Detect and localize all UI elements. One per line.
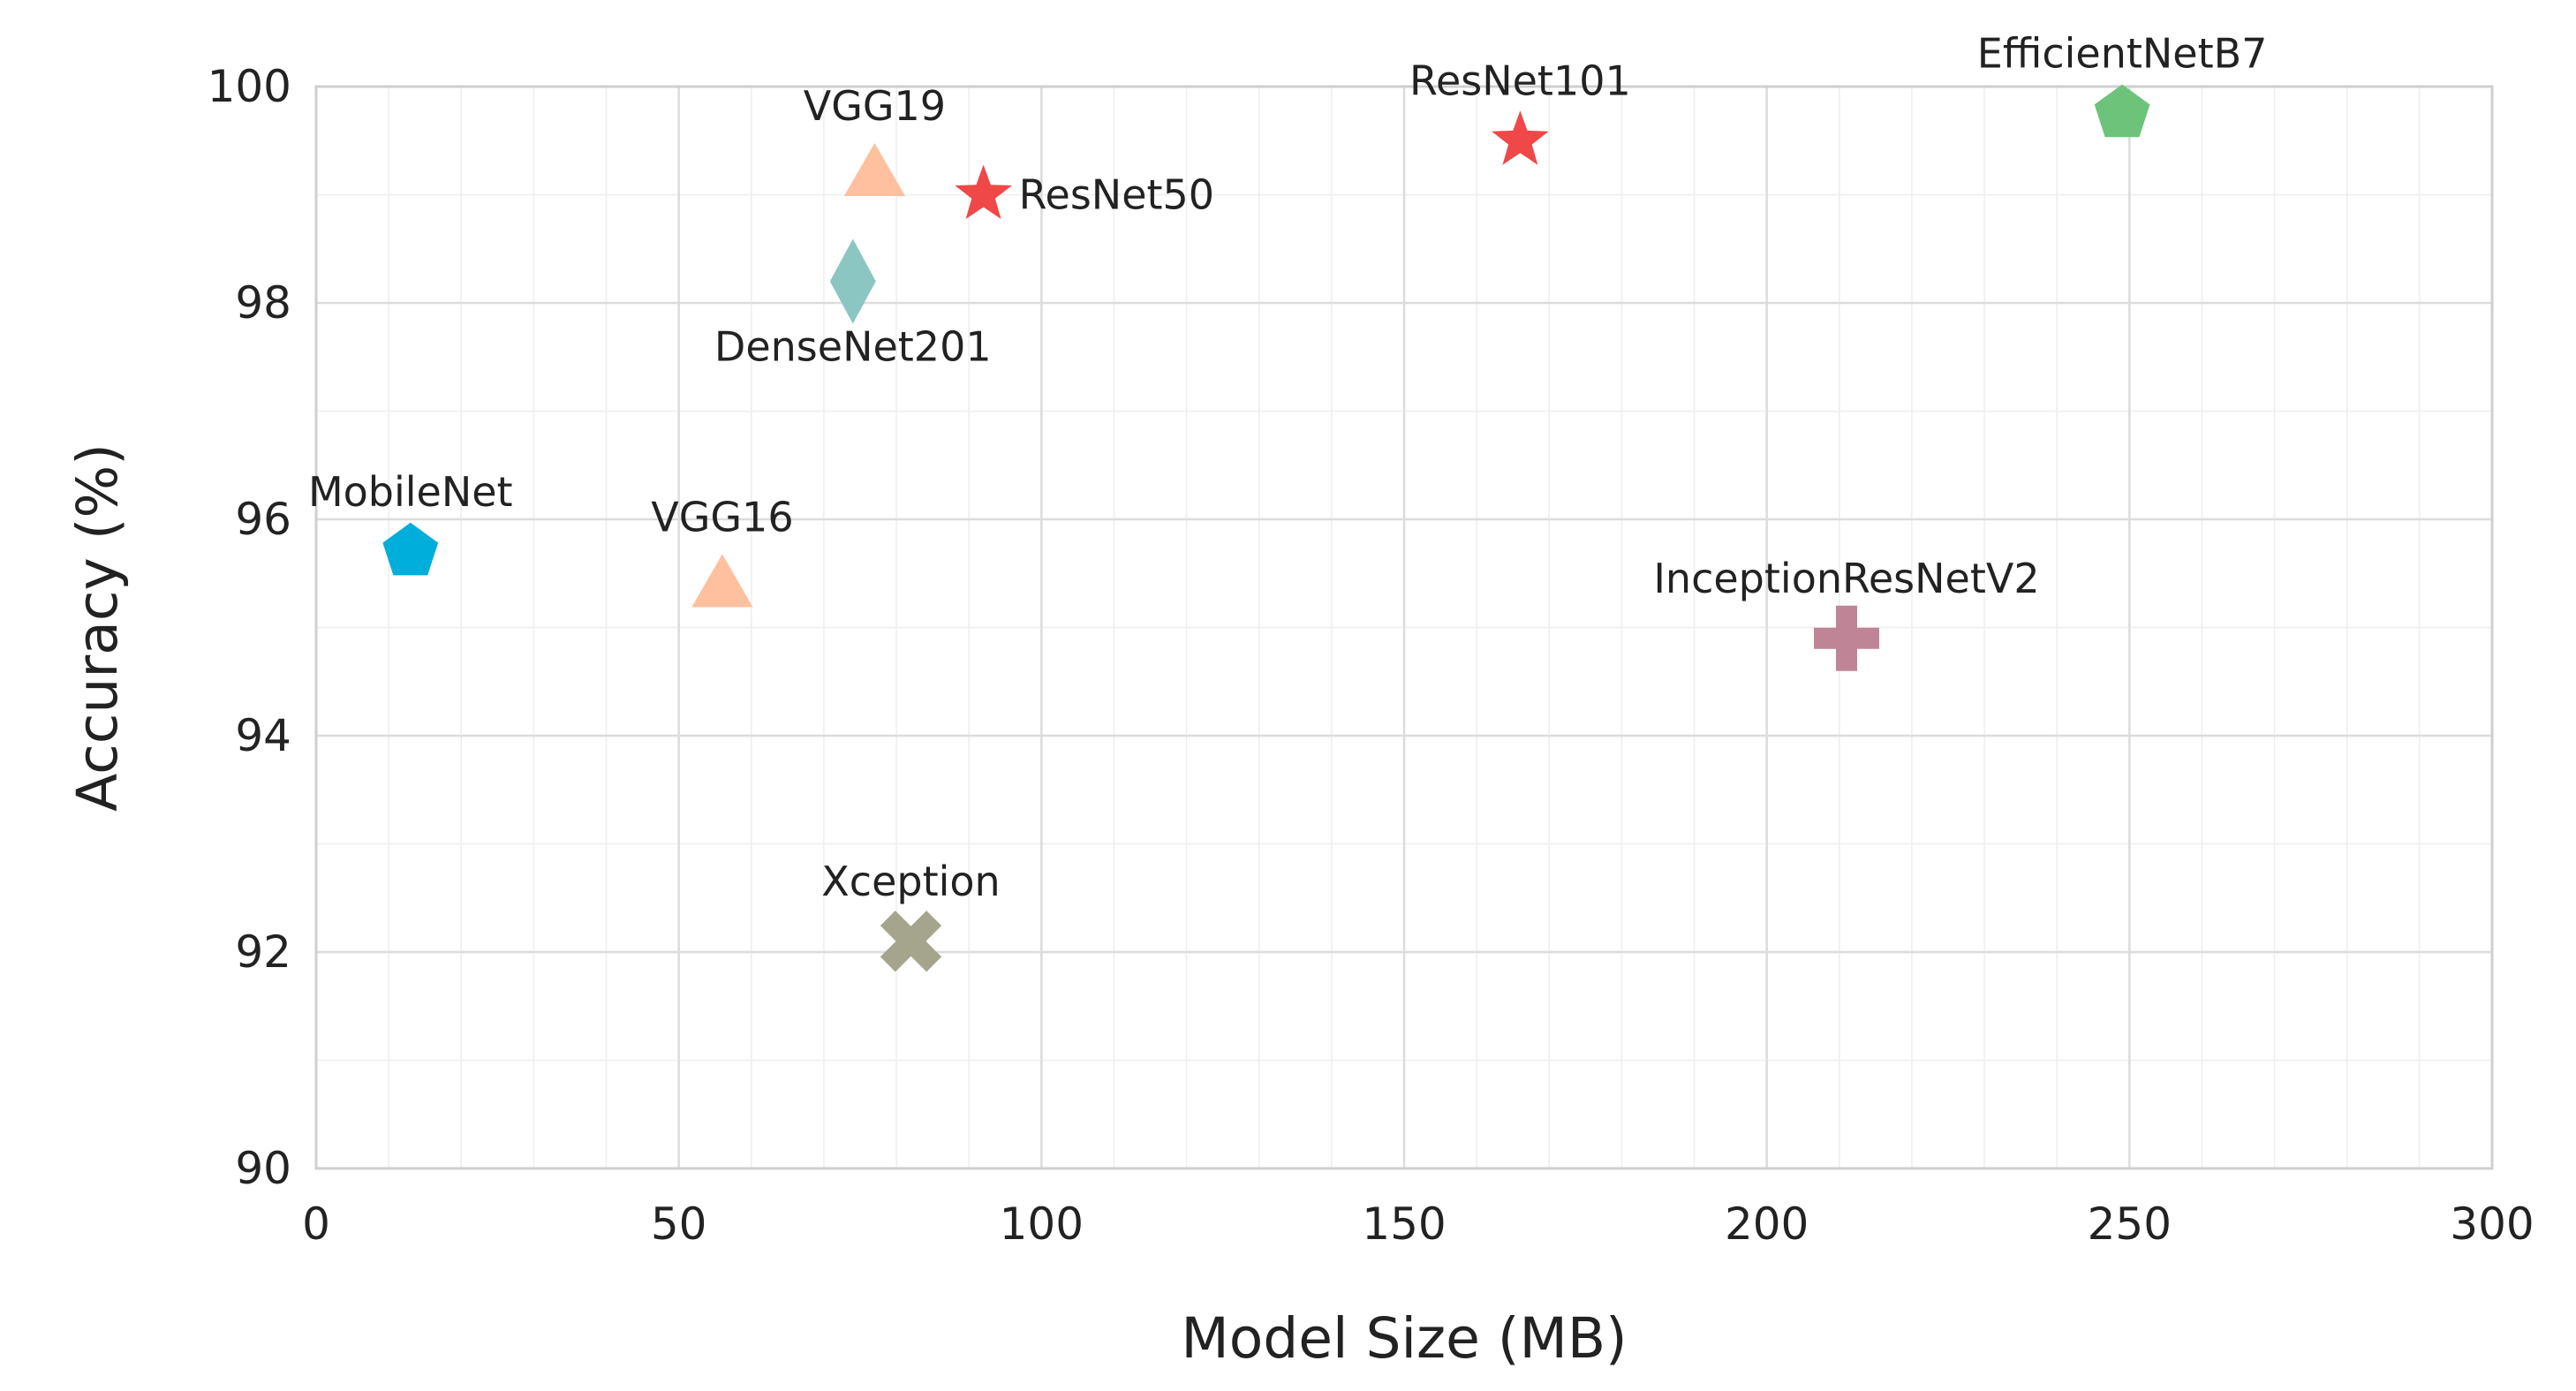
point-mobilenet-label: MobileNet xyxy=(308,468,513,516)
y-tick-label: 100 xyxy=(208,61,291,112)
data-points xyxy=(382,84,2150,972)
point-inceptionresnetv2-marker xyxy=(1814,605,1880,671)
point-labels: MobileNet VGG16 VGG19 DenseNet201 ResNet50 Re… xyxy=(308,30,2268,905)
point-efficientnetb7-marker xyxy=(2094,84,2150,138)
point-vgg19-marker xyxy=(843,143,906,196)
x-tick-label: 250 xyxy=(2088,1198,2172,1250)
y-tick-label: 96 xyxy=(235,494,291,545)
y-tick-label: 98 xyxy=(235,277,291,329)
y-tick-label: 94 xyxy=(235,710,291,761)
point-efficientnetb7-label: EfficientNetB7 xyxy=(1977,30,2268,78)
y-tick-label: 92 xyxy=(235,926,291,978)
y-axis-ticks: 90 92 94 96 98 100 xyxy=(208,61,291,1194)
x-axis-ticks: 0 50 100 150 200 250 300 xyxy=(302,1198,2534,1250)
y-axis-title: Accuracy (%) xyxy=(65,443,130,812)
point-densenet201-label: DenseNet201 xyxy=(714,323,992,371)
x-axis-title: Model Size (MB) xyxy=(1181,1306,1627,1371)
x-tick-label: 300 xyxy=(2450,1198,2534,1250)
point-resnet50-label: ResNet50 xyxy=(1019,171,1214,219)
point-vgg19-label: VGG19 xyxy=(804,82,946,130)
x-tick-label: 0 xyxy=(302,1198,330,1250)
y-tick-label: 90 xyxy=(235,1143,291,1194)
point-xception-marker xyxy=(880,911,942,972)
x-tick-label: 100 xyxy=(1000,1198,1084,1250)
point-resnet50-marker xyxy=(955,164,1012,219)
point-xception-label: Xception xyxy=(821,858,1000,905)
point-inceptionresnetv2-label: InceptionResNetV2 xyxy=(1653,555,2039,602)
point-resnet101-label: ResNet101 xyxy=(1409,57,1631,104)
x-tick-label: 150 xyxy=(1362,1198,1446,1250)
x-tick-label: 50 xyxy=(651,1198,707,1250)
point-mobilenet-marker xyxy=(382,522,439,576)
plot-area-frame xyxy=(314,85,2494,1170)
point-resnet101-marker xyxy=(1492,110,1549,165)
point-vgg16-label: VGG16 xyxy=(651,494,793,541)
x-tick-label: 200 xyxy=(1725,1198,1809,1250)
point-vgg16-marker xyxy=(691,554,753,608)
point-densenet201-marker xyxy=(829,238,876,324)
